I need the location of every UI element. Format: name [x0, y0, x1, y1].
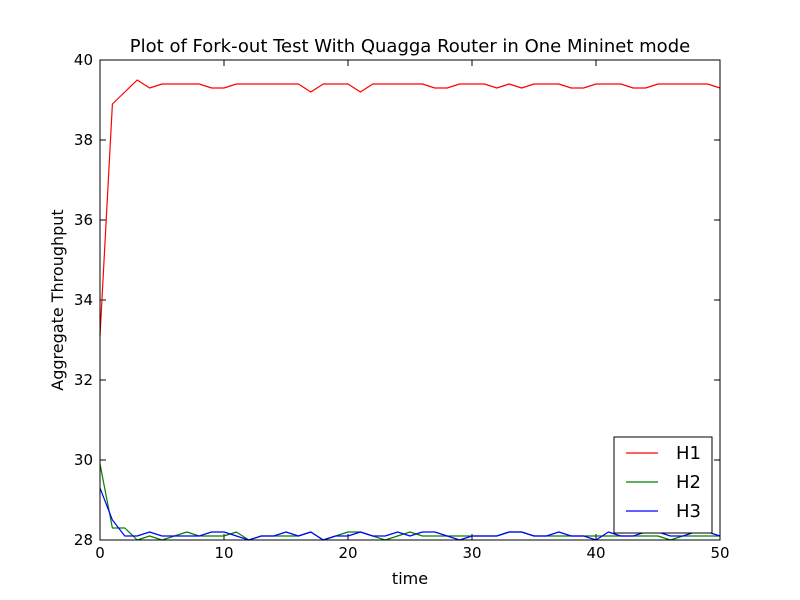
y-tick-label: 38 [74, 131, 93, 149]
x-tick-label: 50 [710, 544, 729, 562]
x-tick-label: 0 [95, 544, 105, 562]
y-tick-label: 40 [74, 51, 93, 69]
series-line-h1 [99, 79, 721, 337]
y-tick-label: 34 [74, 291, 93, 309]
y-tick-label: 28 [74, 531, 93, 549]
x-axis-title: time [392, 569, 428, 588]
y-axis-title: Aggregate Throughput [48, 209, 67, 390]
x-tick-label: 30 [462, 544, 481, 562]
legend-label-h1: H1 [676, 443, 701, 464]
series-line-h3 [99, 487, 721, 541]
x-tick-label: 40 [586, 544, 605, 562]
y-tick-label: 32 [74, 371, 93, 389]
plot-area-frame [99, 59, 721, 541]
legend-label-h3: H3 [676, 501, 701, 522]
ticks-layer: 0 10 20 30 40 50 28 30 32 34 36 38 40 [74, 51, 730, 562]
y-tick-label: 36 [74, 211, 93, 229]
legend-label-h2: H2 [676, 472, 701, 493]
legend: H1 H2 H3 [613, 436, 713, 534]
y-tick-label: 30 [74, 451, 93, 469]
x-tick-label: 10 [214, 544, 233, 562]
series-line-h2 [99, 463, 720, 541]
x-tick-label: 20 [338, 544, 357, 562]
series-layer [99, 79, 721, 541]
chart-title: Plot of Fork-out Test With Quagga Router… [130, 36, 690, 57]
